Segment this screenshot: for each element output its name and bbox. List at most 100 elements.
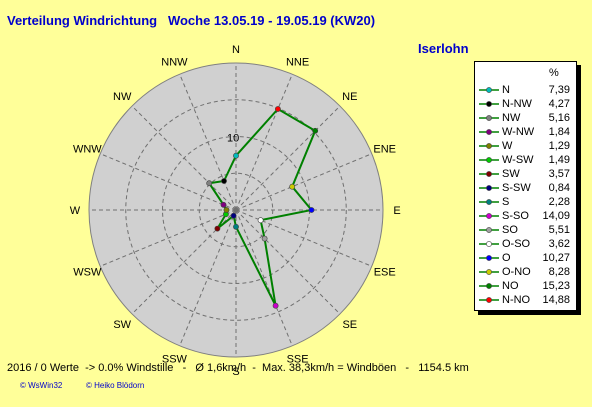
legend-value: 5,16 bbox=[548, 112, 570, 124]
legend-dot bbox=[486, 171, 492, 177]
legend-item: N-NW 4,27 bbox=[475, 97, 576, 111]
data-point-ssw bbox=[230, 212, 237, 219]
legend-marker bbox=[479, 269, 499, 275]
legend-marker bbox=[479, 241, 499, 247]
legend-value: 15,23 bbox=[542, 280, 570, 292]
legend-marker bbox=[479, 297, 499, 303]
grid-spoke bbox=[235, 209, 293, 346]
legend-value: 10,27 bbox=[542, 252, 570, 264]
legend-value: 3,62 bbox=[548, 238, 570, 250]
legend-value: 1,49 bbox=[548, 154, 570, 166]
grid-ring bbox=[125, 99, 347, 321]
legend-item: W-SW 1,49 bbox=[475, 153, 576, 167]
station-name: Iserlohn bbox=[418, 41, 469, 56]
legend-item: O 10,27 bbox=[475, 251, 576, 265]
legend-label: O-NO bbox=[502, 266, 531, 278]
legend-label: SW bbox=[502, 168, 520, 180]
direction-label-wsw: WSW bbox=[73, 267, 102, 279]
legend-rows: N 7,39 N-NW 4,27 NW 5,16 W-NW 1,84 W 1,29 W-SW 1,49… bbox=[475, 83, 576, 307]
legend-marker bbox=[479, 115, 499, 121]
legend-marker bbox=[479, 157, 499, 163]
grid-spoke bbox=[235, 209, 341, 315]
legend-item: O-NO 8,28 bbox=[475, 265, 576, 279]
data-point-nnw bbox=[221, 178, 227, 184]
legend-unit: % bbox=[549, 67, 559, 79]
data-point-s bbox=[233, 223, 239, 230]
direction-label-se: SE bbox=[342, 319, 357, 331]
legend-dot bbox=[486, 101, 492, 107]
legend-item: SW 3,57 bbox=[475, 167, 576, 181]
legend-item: NO 15,23 bbox=[475, 279, 576, 293]
legend-label: N-NO bbox=[502, 294, 531, 306]
legend-label: W-SW bbox=[502, 154, 534, 166]
legend-value: 1,29 bbox=[548, 140, 570, 152]
data-point-w bbox=[223, 207, 230, 213]
legend-item: W 1,29 bbox=[475, 139, 576, 153]
direction-label-sse: SSE bbox=[287, 354, 309, 366]
legend-dot bbox=[486, 157, 492, 163]
legend-item: S-SO 14,09 bbox=[475, 209, 576, 223]
data-point-nw bbox=[206, 180, 213, 187]
legend-value: 4,27 bbox=[548, 98, 570, 110]
data-point-e bbox=[308, 207, 315, 213]
legend-value: 8,28 bbox=[548, 266, 570, 278]
legend-marker bbox=[479, 283, 499, 289]
direction-label-ssw: SSW bbox=[162, 354, 188, 366]
legend-marker bbox=[479, 101, 499, 107]
legend-label: O-SO bbox=[502, 238, 531, 250]
direction-label-ene: ENE bbox=[373, 143, 396, 155]
data-point-ne bbox=[312, 127, 319, 134]
legend-label: S-SW bbox=[502, 182, 531, 194]
legend-label: W-NW bbox=[502, 126, 535, 138]
direction-label-nnw: NNW bbox=[161, 56, 188, 68]
grid-spoke bbox=[100, 153, 237, 211]
direction-label-ese: ESE bbox=[374, 267, 396, 279]
legend-label: NW bbox=[502, 112, 521, 124]
legend-dot bbox=[486, 199, 492, 205]
legend-dot bbox=[486, 115, 492, 121]
legend-dot bbox=[486, 129, 492, 135]
legend-label: SO bbox=[502, 224, 518, 236]
direction-label-w: W bbox=[70, 205, 81, 217]
legend-value: 3,57 bbox=[548, 168, 570, 180]
legend-dot bbox=[486, 269, 492, 275]
legend-marker bbox=[479, 255, 499, 261]
credit-wswin: © WsWin32 bbox=[20, 381, 63, 390]
legend-marker bbox=[479, 199, 499, 205]
grid-spoke bbox=[235, 153, 372, 211]
legend-marker bbox=[479, 227, 499, 233]
direction-label-nne: NNE bbox=[286, 56, 309, 68]
grid-spoke bbox=[131, 105, 237, 211]
legend-marker bbox=[479, 185, 499, 191]
legend-value: 1,84 bbox=[548, 126, 570, 138]
legend-label: N bbox=[502, 84, 510, 96]
legend-dot bbox=[486, 297, 492, 303]
legend-label: O bbox=[502, 252, 511, 264]
legend-label: NO bbox=[502, 280, 519, 292]
grid-spoke bbox=[235, 74, 293, 211]
legend-dot bbox=[486, 283, 492, 289]
data-point-wnw bbox=[220, 201, 227, 208]
legend-dot bbox=[486, 227, 492, 233]
legend-label: S bbox=[502, 196, 510, 208]
legend-dot bbox=[486, 143, 492, 149]
legend-item: O-SO 3,62 bbox=[475, 237, 576, 251]
direction-label-wnw: WNW bbox=[73, 143, 102, 155]
legend-label: N-NW bbox=[502, 98, 532, 110]
legend-dot bbox=[486, 213, 492, 219]
legend-value: 14,88 bbox=[542, 294, 570, 306]
direction-label-n: N bbox=[232, 44, 240, 56]
legend-item: S-SW 0,84 bbox=[475, 181, 576, 195]
legend-value: 7,39 bbox=[548, 84, 570, 96]
data-point-sw bbox=[214, 225, 221, 232]
data-point-ene bbox=[289, 183, 296, 190]
chart-title: Verteilung Windrichtung Woche 13.05.19 -… bbox=[7, 13, 376, 28]
direction-label-e: E bbox=[393, 205, 400, 217]
legend-item: N 7,39 bbox=[475, 83, 576, 97]
legend-item: N-NO 14,88 bbox=[475, 293, 576, 307]
direction-label-ne: NE bbox=[342, 91, 357, 103]
grid-spoke bbox=[179, 209, 237, 346]
data-point-se bbox=[261, 235, 268, 242]
footer-summary: 2016 / 0 Werte -> 0.0% Windstille - Ø 1,… bbox=[7, 362, 469, 374]
